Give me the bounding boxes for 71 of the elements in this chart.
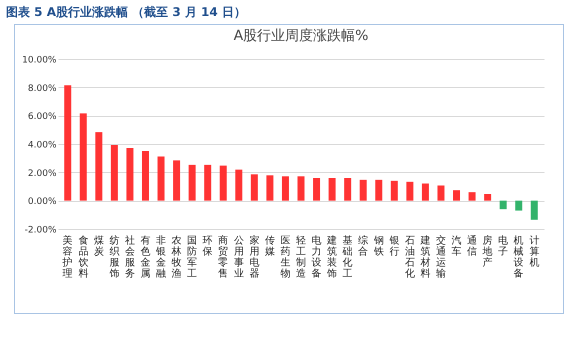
bar bbox=[313, 178, 320, 201]
x-tick-label: 传媒 bbox=[264, 236, 275, 258]
bar bbox=[344, 178, 352, 201]
bar bbox=[437, 186, 444, 201]
x-tick-label: 综合 bbox=[358, 234, 368, 258]
x-tick-label: 轻工制造 bbox=[296, 234, 306, 280]
bar bbox=[468, 192, 476, 201]
bar bbox=[126, 148, 134, 201]
bar bbox=[158, 156, 165, 201]
bar bbox=[80, 113, 87, 201]
bar bbox=[235, 170, 242, 201]
y-tick-label: 6.00% bbox=[28, 112, 57, 122]
y-tick-label: -2.00% bbox=[24, 226, 57, 236]
x-tick-label: 交通运输 bbox=[436, 234, 446, 280]
y-tick-label: 2.00% bbox=[28, 168, 57, 179]
bar bbox=[64, 85, 72, 201]
x-tick-label: 煤炭 bbox=[94, 234, 104, 258]
x-tick-label: 建筑装饰 bbox=[326, 234, 338, 280]
bar bbox=[266, 175, 274, 201]
chart-subtitle: A股行业周度涨跌幅% bbox=[234, 28, 368, 44]
bar bbox=[360, 180, 367, 201]
bar bbox=[110, 144, 118, 201]
x-tick-label: 通信 bbox=[467, 234, 478, 258]
y-tick-label: 10.00% bbox=[22, 56, 57, 66]
bar bbox=[328, 178, 336, 201]
x-tick-label: 社会服务 bbox=[124, 234, 135, 280]
x-tick-label: 农林牧渔 bbox=[170, 236, 182, 280]
bar bbox=[390, 180, 398, 201]
x-tick-label: 公用事业 bbox=[234, 234, 244, 280]
x-tick-label: 石油石化 bbox=[404, 236, 415, 280]
bar bbox=[406, 182, 414, 201]
bar bbox=[484, 194, 492, 201]
x-tick-label: 医药生物 bbox=[280, 236, 290, 280]
x-tick-label: 商贸零售 bbox=[218, 234, 228, 280]
bar bbox=[422, 184, 429, 201]
bar bbox=[453, 190, 460, 201]
x-tick-label: 食品饮料 bbox=[77, 234, 88, 280]
x-tick-label: 有色金属 bbox=[140, 234, 150, 280]
bar bbox=[250, 174, 258, 201]
x-tick-label: 美容护理 bbox=[62, 234, 73, 280]
bar bbox=[188, 164, 196, 201]
bar bbox=[515, 200, 522, 211]
bar bbox=[173, 160, 180, 201]
bar bbox=[298, 176, 304, 201]
bar bbox=[142, 150, 149, 201]
bar bbox=[95, 132, 102, 201]
x-tick-label: 钢铁 bbox=[372, 236, 384, 258]
x-tick-label: 电力设备 bbox=[312, 234, 322, 280]
bar bbox=[204, 164, 212, 201]
bar bbox=[375, 180, 382, 201]
x-tick-label: 机械设备 bbox=[514, 234, 524, 280]
x-tick-label: 汽车 bbox=[452, 234, 462, 258]
bar bbox=[500, 200, 507, 210]
y-tick-label: 8.00% bbox=[28, 84, 57, 94]
x-tick-label: 非银金融 bbox=[155, 234, 166, 280]
x-tick-label: 房地产 bbox=[482, 234, 493, 268]
bar bbox=[530, 200, 538, 220]
x-tick-label: 环保 bbox=[202, 236, 213, 258]
chart-title: 图表 5 A股行业涨跌幅 （截至 3 月 14 日） bbox=[6, 4, 246, 21]
y-tick-label: 0.00% bbox=[28, 197, 57, 208]
x-tick-label: 电子 bbox=[498, 234, 508, 258]
x-tick-label: 家用电器 bbox=[249, 234, 260, 280]
y-tick-label: 4.00% bbox=[28, 140, 57, 150]
x-tick-label: 国防军工 bbox=[187, 236, 198, 280]
x-tick-label: 建筑材料 bbox=[419, 234, 430, 280]
x-tick-label: 纺织服饰 bbox=[108, 234, 120, 280]
x-tick-label: 计算机 bbox=[529, 234, 540, 268]
bar bbox=[220, 166, 227, 201]
bar bbox=[282, 176, 289, 201]
x-tick-label: 基础化工 bbox=[342, 234, 353, 280]
x-tick-label: 银行 bbox=[388, 236, 400, 258]
